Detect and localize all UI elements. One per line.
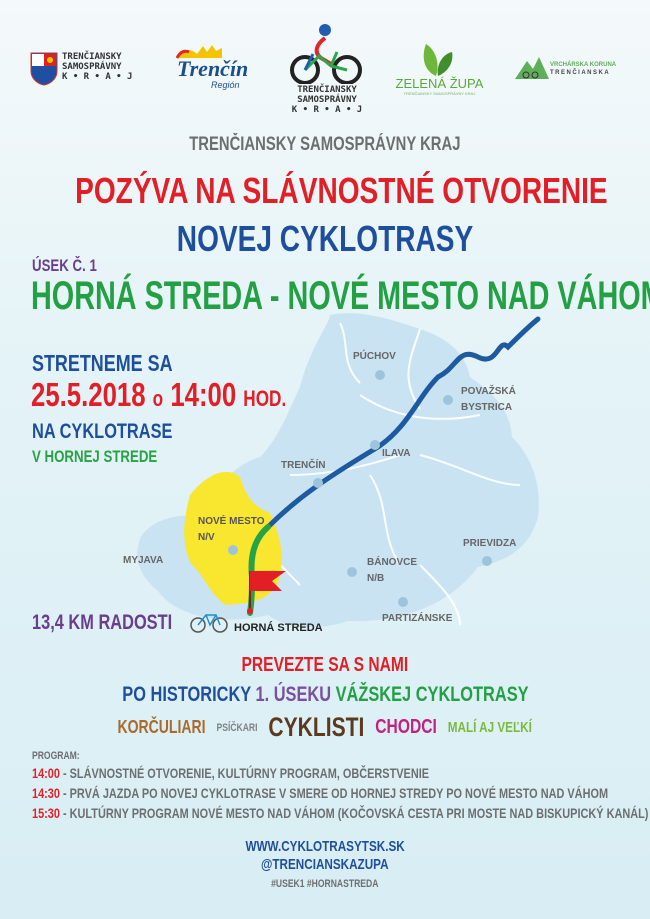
join-usek: 1. ÚSEKU [255,683,331,706]
logo-text: TRENČIANSKY SAMOSPRÁVNY KRAJ [403,91,476,96]
crown-icon [175,45,222,59]
city-label-horna-streda: HORNÁ STREDA [234,622,323,634]
group-label: PSÍČKARI [216,721,258,734]
logo-vrcharska-koruna: VRCHÁRSKA KORUNA TRENČIANSKA [515,55,625,81]
existing-route [265,316,541,530]
program-time: 14:30 [32,785,60,801]
city-label: MYJAVA [123,555,164,566]
mountain-cyclist-icon [515,57,549,79]
groups: KORČULIARI PSÍČKARI CYKLISTI CHODCI MALÍ… [0,712,650,743]
logo-text: Trenčín [177,56,249,81]
coat-of-arms-icon [30,52,58,86]
leaf-icon [423,44,453,76]
city-label: PARTIZÁNSKE [382,613,453,624]
join-vah: VÁŽSKEJ CYKLOTRASY [335,683,529,706]
cyclist-icon [290,24,362,84]
program-time: 14:00 [32,765,60,781]
logo-text: TRENČIANSKA [550,70,611,76]
logo-tsk: TRENČIANSKY SAMOSPRÁVNY K • R • A • J [30,52,140,88]
hashtags: #USEK1 #HORNASTREDA [271,878,379,890]
logo-text: VRCHÁRSKA KORUNA [550,62,617,68]
city-label: N/V [198,532,215,543]
program-text: - PRVÁ JAZDA PO NOVEJ CYKLOTRASE V SMERE… [59,785,609,801]
city-label: BYSTRICA [461,402,513,413]
group-label: CHODCI [375,716,438,738]
logo-zelena-zupa: ZELENÁ ŽUPA TRENČIANSKY SAMOSPRÁVNY KRAJ [392,42,487,97]
logo-text: Región [211,80,240,90]
program-time: 15:30 [32,805,60,821]
logo-text: K • R • A • J [62,72,133,82]
program-item: 15:30 - KULTÚRNY PROGRAM NOVÉ MESTO NAD … [32,805,650,821]
city-label: POVAŽSKÁ [461,386,516,397]
time: 14:00 [170,376,237,413]
city-label: PÚCHOV [353,351,396,362]
logo-text: SAMOSPRÁVNY [62,62,122,72]
hod: HOD. [243,386,287,411]
program-item: 14:00 - SLÁVNOSTNÉ OTVORENIE, KULTÚRNY P… [32,765,541,781]
social-handle[interactable]: @TRENCIANSKAZUPA [261,856,389,873]
program-text: - KULTÚRNY PROGRAM NOVÉ MESTO NAD VÁHOM … [59,805,649,821]
meet-line1: STRETNEME SA [32,350,173,376]
group-label: CYKLISTI [268,712,365,742]
program-title: PROGRAM: [32,750,80,762]
distance: 13,4 KM RADOSTI [32,611,173,634]
join-subtitle: PO HISTORICKY 1. ÚSEKU VÁŽSKEJ CYKLOTRAS… [0,683,650,707]
invitation-title: POZÝVA NA SLÁVNOSTNÉ OTVORENIE [75,170,608,211]
website-link[interactable]: WWW.CYKLOTRASYTSK.SK [245,838,405,855]
program-item: 14:30 - PRVÁ JAZDA PO NOVEJ CYKLOTRASE V… [32,785,650,801]
city-label: BÁNOVCE [367,557,418,568]
section-label: ÚSEK Č. 1 [32,256,97,275]
logo-text: TRENČIANSKY [62,52,122,62]
logo-text: SAMOSPRÁVNY [297,95,357,105]
flag-icon [250,571,286,591]
logo-text: ZELENÁ ŽUPA [395,76,484,91]
o: o [152,386,164,411]
logo-text: K • R • A • J [291,105,363,115]
city-label: ILAVA [382,448,411,459]
meet-datetime: 25.5.2018 o 14:00 HOD. [31,376,358,414]
logo-trencin-region: Trenčín Región [175,42,255,92]
city-label: N/B [367,573,385,584]
group-label: KORČULIARI [117,717,206,737]
program-text: - SLÁVNOSTNÉ OTVORENIE, KULTÚRNY PROGRAM… [59,765,430,781]
route-title: HORNÁ STREDA - NOVÉ MESTO NAD VÁHOM [31,274,650,318]
meet-line4: V HORNEJ STREDE [32,447,158,466]
city-label: TRENČÍN [281,460,326,471]
organizer: TRENČIANSKY SAMOSPRÁVNY KRAJ [189,134,461,155]
city-label: PRIEVIDZA [463,538,517,549]
logo-text: TRENČIANSKY [297,85,357,95]
city-label: NOVÉ MESTO [198,516,265,527]
join-po: PO HISTORICKY [121,683,251,706]
date: 25.5.2018 [31,376,146,413]
subject-title: NOVEJ CYKLOTRASY [176,218,474,259]
group-label: MALÍ AJ VEĽKÍ [448,719,533,736]
join-title: PREVEZTE SA S NAMI [241,654,409,676]
meet-line3: NA CYKLOTRASE [32,420,173,443]
bicycle-icon [190,614,228,633]
logo-cyclist: TRENČIANSKY SAMOSPRÁVNY K • R • A • J [287,22,367,117]
